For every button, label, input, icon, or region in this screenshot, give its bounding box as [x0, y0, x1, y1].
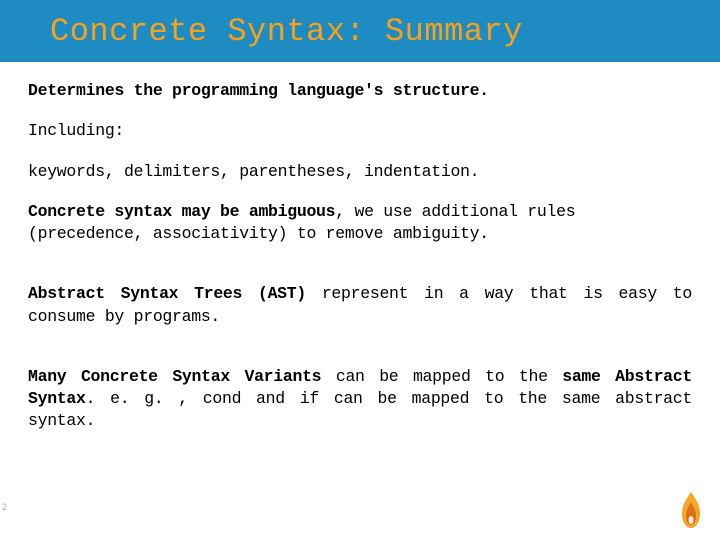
items-line: keywords, delimiters, parentheses, inden… [28, 161, 692, 183]
variants-text2: . e. g. , cond and if can be mapped to t… [28, 389, 692, 430]
slide-body: Determines the programming language's st… [0, 62, 720, 461]
ast-paragraph: Abstract Syntax Trees (AST) represent in… [28, 283, 692, 328]
intro-line: Determines the programming language's st… [28, 80, 692, 102]
variants-text1: can be mapped to the [321, 367, 562, 386]
flame-logo-icon [676, 490, 706, 530]
ast-bold: Abstract Syntax Trees (AST) [28, 284, 306, 303]
variants-paragraph: Many Concrete Syntax Variants can be map… [28, 366, 692, 433]
including-label: Including: [28, 120, 692, 142]
header-bar: Concrete Syntax: Summary [0, 0, 720, 62]
page-number: 2 [2, 502, 7, 512]
ambiguity-bold: Concrete syntax may be ambiguous [28, 202, 335, 221]
ambiguity-paragraph: Concrete syntax may be ambiguous, we use… [28, 201, 692, 246]
variants-bold1: Many Concrete Syntax Variants [28, 367, 321, 386]
slide-title: Concrete Syntax: Summary [50, 13, 523, 50]
